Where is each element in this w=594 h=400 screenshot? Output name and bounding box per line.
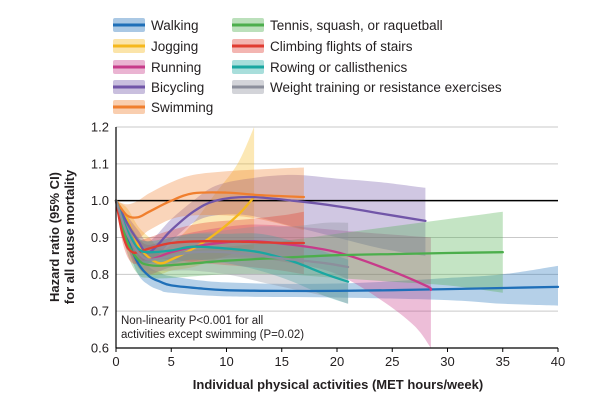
series-line — [114, 195, 427, 254]
x-tick-label: 25 — [385, 354, 399, 369]
x-tick-label: 0 — [112, 354, 119, 369]
legend-item: Walking — [113, 18, 199, 33]
x-tick-label: 15 — [275, 354, 289, 369]
x-tick-label: 20 — [330, 354, 344, 369]
y-tick-label: 0.8 — [91, 267, 109, 282]
y-tick-label: 0.6 — [91, 341, 109, 356]
x-tick-label: 30 — [440, 354, 454, 369]
axes — [115, 127, 559, 352]
annotation-note: Non-linearity P<0.001 for all activities… — [121, 315, 304, 341]
legend-label: Climbing flights of stairs — [270, 39, 413, 54]
series-line — [114, 199, 306, 254]
legend-label: Weight training or resistance exercises — [270, 80, 502, 95]
y-tick-label: 0.9 — [91, 230, 109, 245]
series-lines — [114, 191, 560, 293]
legend-label: Tennis, squash, or raquetball — [270, 18, 443, 33]
legend-item: Swimming — [113, 100, 213, 115]
ci-band — [116, 174, 426, 264]
gridlines — [116, 126, 558, 312]
legend-item: Jogging — [113, 39, 198, 54]
x-tick-label: 10 — [219, 354, 233, 369]
legend-label: Walking — [151, 18, 199, 33]
x-tick-label: 35 — [496, 354, 510, 369]
y-axis-title: Hazard ratio (95% CI) — [47, 172, 62, 302]
series-line — [114, 199, 350, 283]
legend-item: Climbing flights of stairs — [232, 39, 413, 54]
y-axis-title-line-2: for all cause mortality — [62, 169, 77, 304]
series-line — [114, 191, 306, 219]
series-line — [114, 199, 350, 269]
x-tick-labels: 0 5 10 15 20 25 30 35 40 — [112, 354, 565, 369]
y-tick-label: 1.0 — [91, 193, 109, 208]
y-tick-label: 1.1 — [91, 156, 109, 171]
note-line-1: Non-linearity P<0.001 for all — [121, 315, 263, 327]
legend-item: Rowing or callisthenics — [232, 60, 408, 75]
ci-band — [116, 200, 558, 306]
legend: Walking Jogging Running Bicycling Swimmi… — [113, 18, 502, 115]
y-tick-label: 0.7 — [91, 304, 109, 319]
legend-item: Weight training or resistance exercises — [232, 80, 502, 95]
x-axis-title: Individual physical activities (MET hour… — [193, 377, 483, 392]
legend-label: Rowing or callisthenics — [270, 60, 408, 75]
series-line — [114, 199, 504, 267]
y-tick-label: 1.2 — [91, 120, 109, 135]
legend-item: Bicycling — [113, 80, 204, 95]
x-tick-label: 40 — [551, 354, 565, 369]
x-tick-label: 5 — [168, 354, 175, 369]
ci-band — [116, 200, 431, 348]
note-line-2: activities except swimming (P=0.02) — [121, 329, 304, 341]
legend-label: Swimming — [151, 100, 213, 115]
legend-label: Bicycling — [151, 80, 204, 95]
legend-item: Tennis, squash, or raquetball — [232, 18, 443, 33]
legend-label: Jogging — [151, 39, 198, 54]
ci-band — [116, 127, 255, 276]
legend-label: Running — [151, 60, 201, 75]
legend-item: Running — [113, 60, 201, 75]
y-tick-labels: 0.6 0.7 0.8 0.9 1.0 1.1 1.2 — [91, 120, 109, 356]
series-line — [114, 199, 560, 293]
